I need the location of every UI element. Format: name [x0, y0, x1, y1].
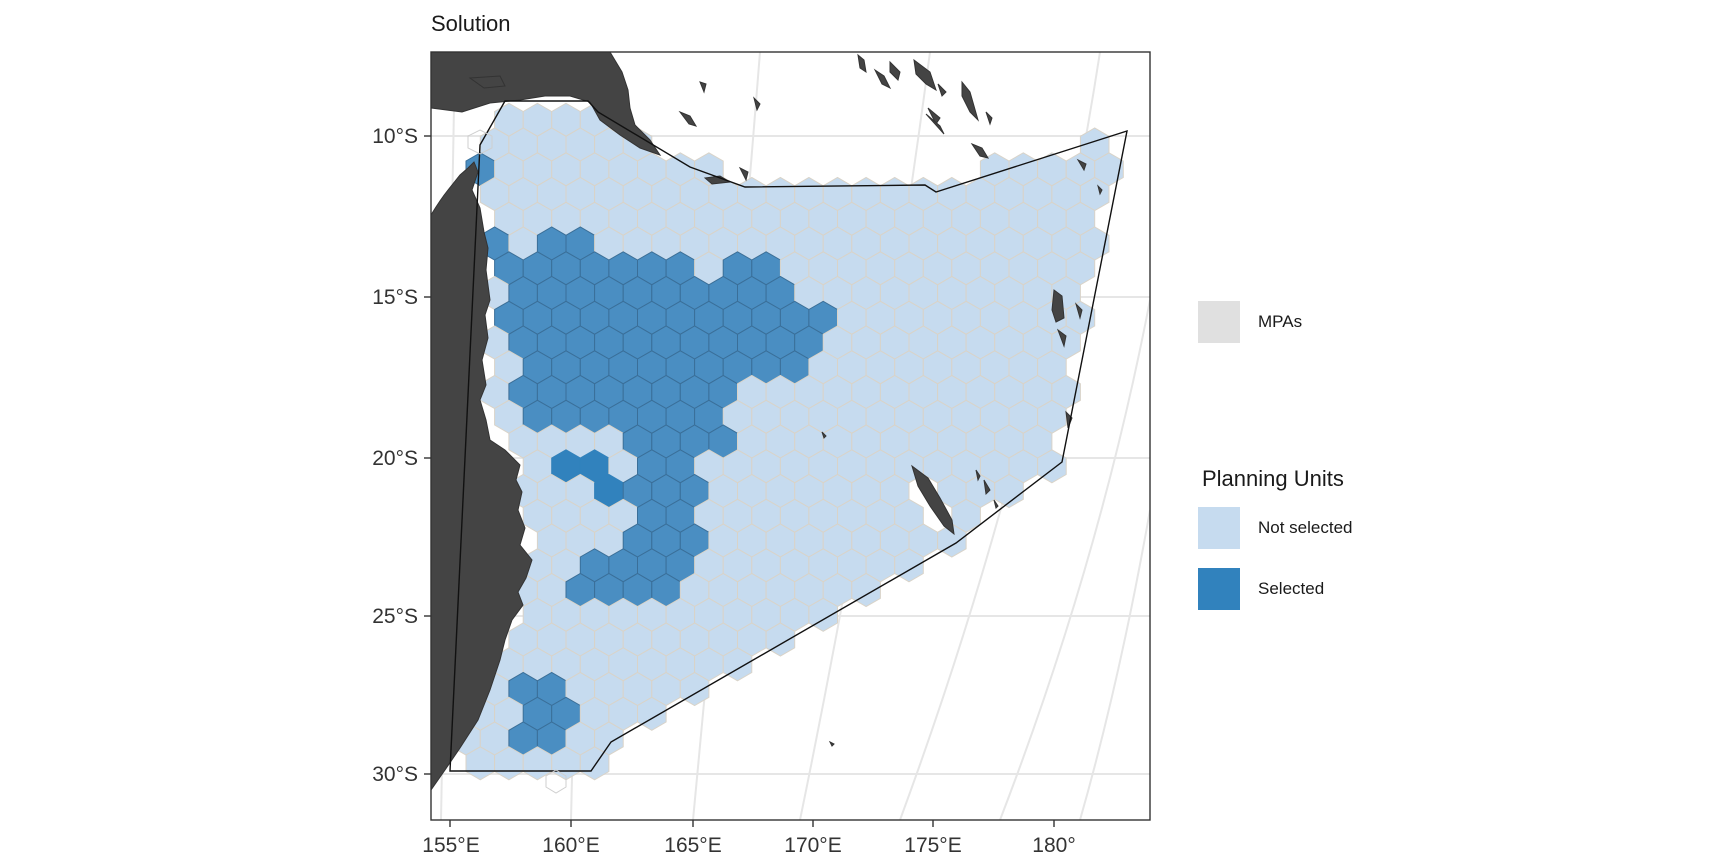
y-axis [424, 135, 431, 775]
legend-title: Planning Units [1202, 466, 1344, 491]
y-tick-label: 25°S [372, 605, 418, 628]
plot-title: Solution [431, 11, 511, 36]
mpa-outlines [467, 129, 567, 794]
legend-label: Selected [1258, 579, 1325, 598]
legend-item-not-selected: Not selected [1198, 507, 1353, 549]
y-tick-label: 15°S [372, 286, 418, 309]
y-tick-label: 30°S [372, 763, 418, 786]
new-caledonia-landmass [911, 464, 955, 536]
legend-key-selected [1198, 568, 1240, 610]
legend-item-selected: Selected [1198, 568, 1324, 610]
x-tick-label: 155°E [422, 834, 479, 857]
legend-label: Not selected [1258, 518, 1353, 537]
planning-unit-hex [994, 473, 1024, 509]
x-tick-label: 175°E [904, 834, 961, 857]
legend-key-not-selected [1198, 507, 1240, 549]
x-tick-label: 165°E [664, 834, 721, 857]
x-tick-label: 170°E [784, 834, 841, 857]
legend-key-mpas [1198, 301, 1240, 343]
legend-label: MPAs [1258, 312, 1303, 331]
x-tick-label: 160°E [542, 834, 599, 857]
eez-boundary [449, 100, 1128, 772]
planning-unit-hexagons [451, 102, 1124, 781]
x-axis [449, 820, 1055, 827]
legend-item-mpas: MPAs [1198, 301, 1302, 343]
y-tick-label: 20°S [372, 447, 418, 470]
new-guinea-peninsula [468, 75, 506, 89]
panel-border [430, 51, 1151, 821]
x-tick-label: 180° [1032, 834, 1075, 857]
y-tick-label: 10°S [372, 125, 418, 148]
